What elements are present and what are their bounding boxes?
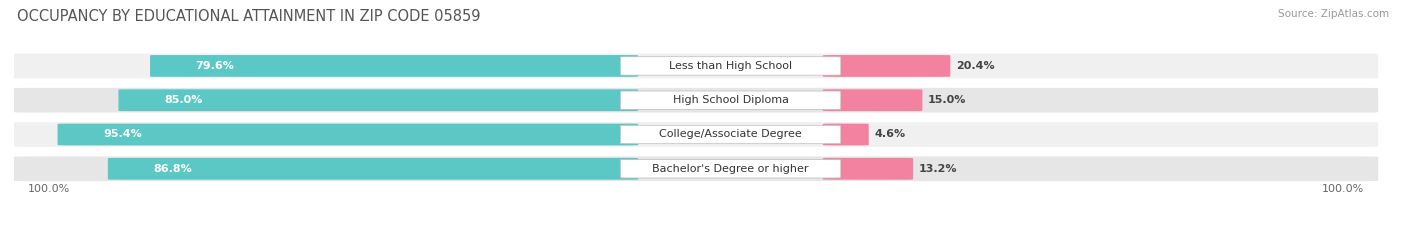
FancyBboxPatch shape [14, 54, 1378, 78]
FancyBboxPatch shape [108, 158, 638, 180]
Text: 4.6%: 4.6% [875, 130, 905, 140]
Text: 20.4%: 20.4% [956, 61, 994, 71]
Text: Source: ZipAtlas.com: Source: ZipAtlas.com [1278, 9, 1389, 19]
Text: 15.0%: 15.0% [928, 95, 966, 105]
Text: High School Diploma: High School Diploma [672, 95, 789, 105]
Text: 100.0%: 100.0% [28, 184, 70, 194]
FancyBboxPatch shape [620, 91, 841, 110]
Text: College/Associate Degree: College/Associate Degree [659, 130, 801, 140]
FancyBboxPatch shape [620, 57, 841, 75]
FancyBboxPatch shape [14, 88, 1378, 113]
Text: 13.2%: 13.2% [918, 164, 957, 174]
FancyBboxPatch shape [14, 156, 1378, 181]
Text: 100.0%: 100.0% [1322, 184, 1364, 194]
FancyBboxPatch shape [823, 89, 922, 111]
Text: OCCUPANCY BY EDUCATIONAL ATTAINMENT IN ZIP CODE 05859: OCCUPANCY BY EDUCATIONAL ATTAINMENT IN Z… [17, 9, 481, 24]
FancyBboxPatch shape [823, 55, 950, 77]
FancyBboxPatch shape [823, 158, 912, 180]
Text: 86.8%: 86.8% [153, 164, 193, 174]
FancyBboxPatch shape [14, 122, 1378, 147]
Text: 85.0%: 85.0% [165, 95, 202, 105]
FancyBboxPatch shape [620, 125, 841, 144]
Text: Bachelor's Degree or higher: Bachelor's Degree or higher [652, 164, 808, 174]
FancyBboxPatch shape [823, 123, 869, 145]
Text: 79.6%: 79.6% [195, 61, 235, 71]
Text: 95.4%: 95.4% [103, 130, 142, 140]
FancyBboxPatch shape [620, 160, 841, 178]
Text: Less than High School: Less than High School [669, 61, 792, 71]
FancyBboxPatch shape [58, 123, 638, 145]
FancyBboxPatch shape [118, 89, 638, 111]
FancyBboxPatch shape [150, 55, 638, 77]
